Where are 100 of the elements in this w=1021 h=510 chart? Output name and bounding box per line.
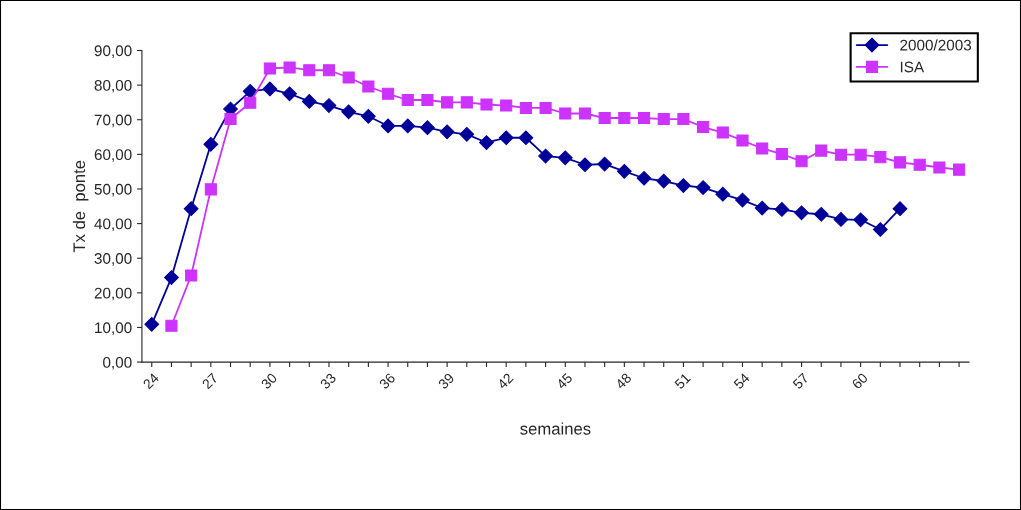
x-tick-label: 51: [674, 372, 692, 390]
point: [480, 98, 493, 111]
point: [656, 173, 672, 189]
point: [933, 161, 946, 174]
point: [500, 99, 513, 112]
point: [616, 163, 632, 179]
point: [262, 81, 278, 97]
y-tick-label: 70,00: [94, 114, 132, 128]
legend-label: 2000/2003: [900, 39, 972, 51]
point: [598, 111, 611, 125]
point: [913, 158, 926, 171]
point: [401, 93, 414, 107]
point: [795, 155, 808, 168]
y-axis-title: Tx de ponte: [72, 160, 89, 253]
point: [538, 148, 553, 164]
y-tick-label: 40,00: [94, 218, 132, 232]
point: [715, 186, 731, 202]
point: [833, 212, 849, 227]
point: [754, 200, 770, 216]
point: [854, 148, 867, 161]
point: [420, 120, 435, 136]
point: [360, 108, 376, 124]
y-tick-label: 20,00: [94, 287, 132, 301]
point: [872, 222, 888, 237]
point: [697, 120, 710, 134]
point: [183, 201, 199, 217]
point: [676, 178, 691, 193]
point: [853, 212, 869, 228]
point: [953, 163, 966, 176]
y-tick-label: 80,00: [94, 79, 132, 93]
point: [519, 101, 532, 115]
point: [637, 111, 651, 125]
point: [322, 64, 336, 77]
point: [597, 156, 613, 172]
point: [834, 148, 848, 161]
point: [813, 206, 829, 222]
point: [203, 136, 219, 152]
point: [577, 157, 593, 173]
point: [756, 142, 769, 155]
point: [165, 319, 178, 332]
point: [204, 183, 217, 196]
point: [559, 107, 572, 120]
point: [735, 192, 750, 208]
point: [794, 205, 809, 221]
point: [518, 130, 534, 146]
point: [498, 130, 514, 146]
point: [893, 156, 907, 169]
point: [459, 126, 475, 142]
point: [557, 150, 573, 166]
x-tick-label: 45: [555, 372, 573, 390]
point: [441, 96, 454, 109]
y-tick-label: 30,00: [94, 253, 132, 266]
point: [774, 202, 790, 217]
point: [716, 126, 729, 139]
x-tick-label: 27: [201, 372, 219, 390]
point: [677, 112, 690, 126]
x-tick-label: 57: [792, 372, 810, 390]
point: [421, 93, 434, 107]
point: [321, 98, 337, 113]
x-tick-label: 54: [733, 372, 751, 390]
y-tick-label: 10,00: [95, 322, 132, 335]
x-tick-label: 48: [614, 372, 633, 390]
point: [362, 80, 375, 93]
point: [164, 270, 179, 286]
point: [775, 147, 788, 161]
point: [263, 62, 276, 75]
point: [874, 151, 887, 164]
x-tick-label: 24: [142, 372, 160, 390]
point: [224, 112, 237, 126]
point: [657, 112, 670, 126]
x-tick-label: 39: [437, 372, 455, 390]
point: [618, 111, 631, 125]
point: [479, 135, 494, 150]
y-tick-label: 0,00: [103, 356, 132, 370]
point: [301, 93, 317, 109]
point: [815, 144, 828, 157]
point: [578, 107, 592, 120]
point: [283, 61, 296, 74]
point: [381, 87, 395, 100]
point: [144, 316, 160, 332]
point: [460, 96, 473, 109]
point: [282, 86, 297, 102]
point: [185, 269, 198, 282]
point: [695, 180, 711, 195]
y-tick-label: 60,00: [94, 149, 132, 162]
point: [539, 101, 552, 115]
point: [439, 124, 455, 140]
y-tick-label: 50,00: [94, 183, 132, 197]
y-tick-label: 90,00: [94, 45, 132, 58]
point: [341, 104, 357, 120]
legend-label: ISA: [900, 61, 925, 73]
point: [380, 118, 396, 134]
x-tick-label: 42: [496, 372, 514, 390]
x-tick-label: 36: [378, 372, 396, 390]
x-tick-label: 30: [260, 372, 278, 390]
point: [636, 170, 652, 186]
x-tick-label: 60: [851, 372, 869, 390]
point: [736, 134, 749, 147]
x-tick-label: 33: [319, 372, 337, 390]
point: [303, 64, 316, 77]
